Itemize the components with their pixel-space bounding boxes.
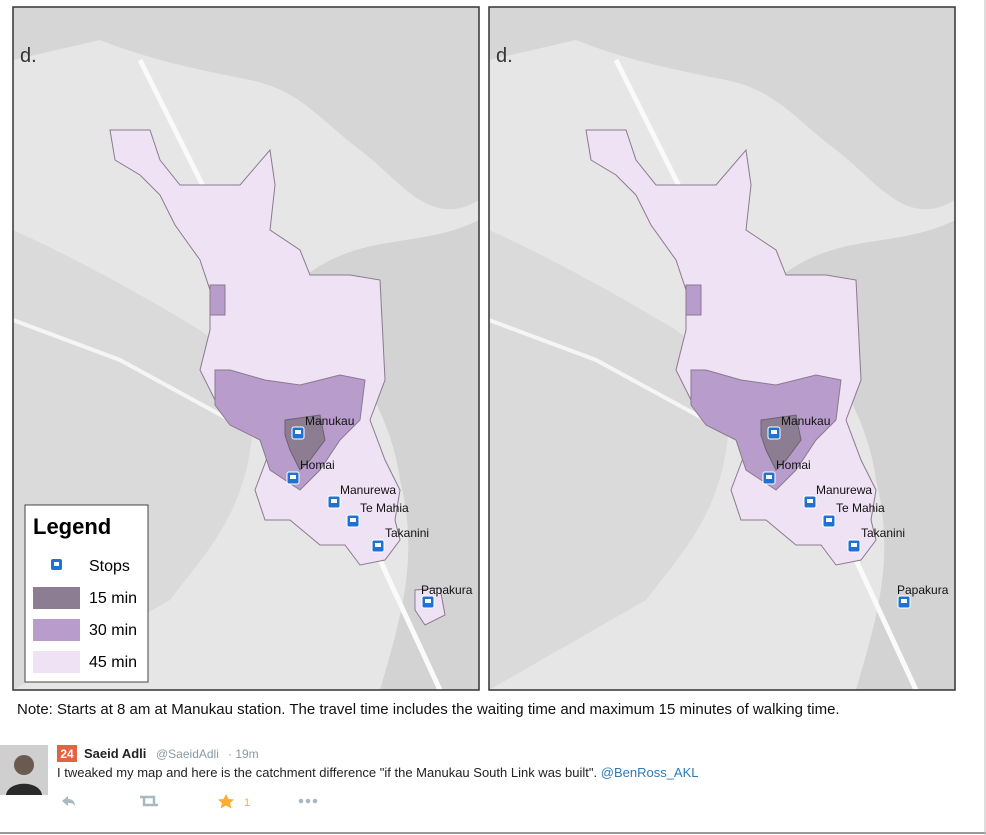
tweet-text: I tweaked my map and here is the catchme… <box>57 765 699 780</box>
stop-icon <box>286 471 300 485</box>
stop-icon-window <box>350 518 356 522</box>
note: Note: Starts at 8 am at Manukau station.… <box>17 701 840 718</box>
stop-icon <box>767 426 781 440</box>
reply-icon[interactable] <box>62 796 75 806</box>
timestamp[interactable]: · 19m <box>228 747 259 761</box>
legend-item: Stops <box>89 558 130 575</box>
stop-icon-window <box>375 543 381 547</box>
stop-icon <box>803 495 817 509</box>
favorite-count: 1 <box>244 797 250 809</box>
stop-icon <box>762 471 776 485</box>
favorite-icon[interactable] <box>218 794 234 809</box>
stop-icon-window <box>851 543 857 547</box>
stop-icon-window <box>826 518 832 522</box>
stop-icon <box>327 495 341 509</box>
retweet-icon[interactable] <box>140 795 158 807</box>
stop-label: Manukau <box>305 414 354 428</box>
stop-label: Manurewa <box>816 483 872 497</box>
legend-item: 15 min <box>89 590 137 607</box>
stop-icon <box>346 514 360 528</box>
stop-label: Homai <box>300 458 335 472</box>
mention[interactable]: @BenRoss_AKL <box>601 765 699 780</box>
map-panel: d. Manukau Homai Manurewa Te Mahia Takanini Pa… <box>13 7 479 690</box>
stop-icon-window <box>807 499 813 503</box>
stop-icon <box>822 514 836 528</box>
stop-icon-window <box>290 475 296 479</box>
stop-label: Takanini <box>861 526 905 540</box>
stop-label: Homai <box>776 458 811 472</box>
handle[interactable]: @SaeidAdli <box>156 747 219 761</box>
stop-icon <box>291 426 305 440</box>
stop-icon-window <box>771 430 777 434</box>
stop-icon-window <box>766 475 772 479</box>
author[interactable]: Saeid Adli <box>84 746 146 761</box>
legend-item: 30 min <box>89 622 137 639</box>
stop-icon-window <box>331 499 337 503</box>
stop-label: Papakura <box>897 583 949 597</box>
stop-icon-window <box>295 430 301 434</box>
stop-icon <box>371 539 385 553</box>
badge: 24 <box>60 747 74 761</box>
stop-label: Manukau <box>781 414 830 428</box>
stop-icon <box>897 595 911 609</box>
tweet-body: I tweaked my map and here is the catchme… <box>57 765 597 780</box>
stop-icon <box>421 595 435 609</box>
stop-label: Papakura <box>421 583 473 597</box>
more-icon[interactable] <box>298 798 318 804</box>
stop-icon <box>847 539 861 553</box>
panel-label: d. <box>496 45 513 67</box>
stop-icon-window <box>901 599 907 603</box>
stop-icon-window <box>425 599 431 603</box>
legend-title: Legend <box>33 514 111 539</box>
legend: Legend Stops 15 min 30 min 45 min <box>24 504 149 683</box>
legend-item: 45 min <box>89 654 137 671</box>
stop-label: Te Mahia <box>836 501 885 515</box>
stop-label: Te Mahia <box>360 501 409 515</box>
stop-label: Manurewa <box>340 483 396 497</box>
stop-label: Takanini <box>385 526 429 540</box>
panel-label: d. <box>20 45 37 67</box>
map-panel: d. Manukau Homai Manurewa Te Mahia Takanini Pa… <box>489 7 955 690</box>
